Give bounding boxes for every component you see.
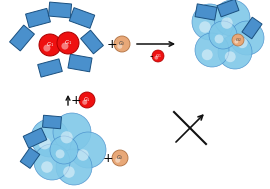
Text: $G_1$: $G_1$ <box>83 96 91 105</box>
Circle shape <box>218 35 252 69</box>
Text: $G_1$: $G_1$ <box>46 41 54 50</box>
Text: $G_1$: $G_1$ <box>64 39 72 47</box>
Text: $G_2$: $G_2$ <box>116 153 124 163</box>
Bar <box>23 128 47 148</box>
Circle shape <box>230 21 264 55</box>
Circle shape <box>39 137 51 149</box>
Circle shape <box>34 144 70 180</box>
Circle shape <box>60 131 73 143</box>
Circle shape <box>214 0 250 36</box>
Circle shape <box>63 166 75 178</box>
Text: $G_2$: $G_2$ <box>118 40 126 48</box>
Bar <box>69 8 95 28</box>
Circle shape <box>234 40 238 44</box>
Circle shape <box>41 161 53 173</box>
Circle shape <box>77 149 89 161</box>
Bar <box>217 0 239 17</box>
Circle shape <box>61 43 68 50</box>
Bar <box>68 54 92 72</box>
Circle shape <box>112 150 128 166</box>
Circle shape <box>232 34 244 46</box>
Bar <box>20 148 40 168</box>
Circle shape <box>82 100 87 105</box>
Bar <box>242 17 262 39</box>
Circle shape <box>79 92 95 108</box>
Text: +: + <box>103 152 113 164</box>
Circle shape <box>221 17 233 29</box>
Circle shape <box>202 49 213 60</box>
Text: $G_1$: $G_1$ <box>155 52 161 60</box>
Bar <box>42 115 62 129</box>
Circle shape <box>192 4 228 40</box>
Circle shape <box>31 119 69 157</box>
Circle shape <box>117 44 122 49</box>
Text: $G_2$: $G_2$ <box>235 36 241 44</box>
Circle shape <box>237 37 248 48</box>
Text: +: + <box>107 37 117 50</box>
Circle shape <box>115 158 120 163</box>
Bar <box>38 59 62 77</box>
Text: -: - <box>149 51 153 61</box>
Circle shape <box>56 149 92 185</box>
Circle shape <box>39 34 61 56</box>
Circle shape <box>199 21 211 33</box>
Text: +: + <box>71 94 81 106</box>
Circle shape <box>195 33 229 67</box>
Circle shape <box>57 32 79 54</box>
Circle shape <box>114 36 130 52</box>
Circle shape <box>209 21 237 49</box>
Bar <box>9 25 35 51</box>
Bar <box>195 4 217 20</box>
Circle shape <box>56 149 65 158</box>
Circle shape <box>154 56 158 60</box>
Circle shape <box>50 136 78 164</box>
Circle shape <box>53 113 91 151</box>
Circle shape <box>152 50 164 62</box>
Circle shape <box>215 34 224 43</box>
Circle shape <box>225 51 236 62</box>
Circle shape <box>43 45 50 52</box>
Bar <box>48 2 72 18</box>
Bar <box>80 30 103 54</box>
Bar <box>26 8 50 28</box>
Circle shape <box>70 132 106 168</box>
